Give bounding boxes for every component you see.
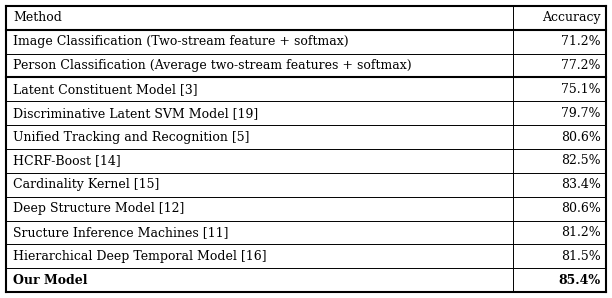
- Text: 71.2%: 71.2%: [561, 35, 601, 48]
- Text: Method: Method: [13, 11, 62, 24]
- Text: Hierarchical Deep Temporal Model [16]: Hierarchical Deep Temporal Model [16]: [13, 250, 267, 263]
- Text: 81.2%: 81.2%: [561, 226, 601, 239]
- Text: Our Model: Our Model: [13, 274, 88, 287]
- Text: 80.6%: 80.6%: [561, 131, 601, 144]
- Text: Cardinality Kernel [15]: Cardinality Kernel [15]: [13, 178, 160, 191]
- Text: Discriminative Latent SVM Model [19]: Discriminative Latent SVM Model [19]: [13, 107, 259, 120]
- Text: Deep Structure Model [12]: Deep Structure Model [12]: [13, 202, 185, 215]
- Text: Sructure Inference Machines [11]: Sructure Inference Machines [11]: [13, 226, 229, 239]
- Text: 85.4%: 85.4%: [559, 274, 601, 287]
- Text: Accuracy: Accuracy: [542, 11, 601, 24]
- Text: 80.6%: 80.6%: [561, 202, 601, 215]
- Text: 83.4%: 83.4%: [561, 178, 601, 191]
- Text: 77.2%: 77.2%: [561, 59, 601, 72]
- Text: Unified Tracking and Recognition [5]: Unified Tracking and Recognition [5]: [13, 131, 250, 144]
- Text: 75.1%: 75.1%: [561, 83, 601, 96]
- Text: Person Classification (Average two-stream features + softmax): Person Classification (Average two-strea…: [13, 59, 412, 72]
- Text: 79.7%: 79.7%: [561, 107, 601, 120]
- Text: HCRF-Boost [14]: HCRF-Boost [14]: [13, 154, 121, 167]
- Text: 81.5%: 81.5%: [561, 250, 601, 263]
- Text: Latent Constituent Model [3]: Latent Constituent Model [3]: [13, 83, 198, 96]
- Text: Image Classification (Two-stream feature + softmax): Image Classification (Two-stream feature…: [13, 35, 349, 48]
- Text: 82.5%: 82.5%: [561, 154, 601, 167]
